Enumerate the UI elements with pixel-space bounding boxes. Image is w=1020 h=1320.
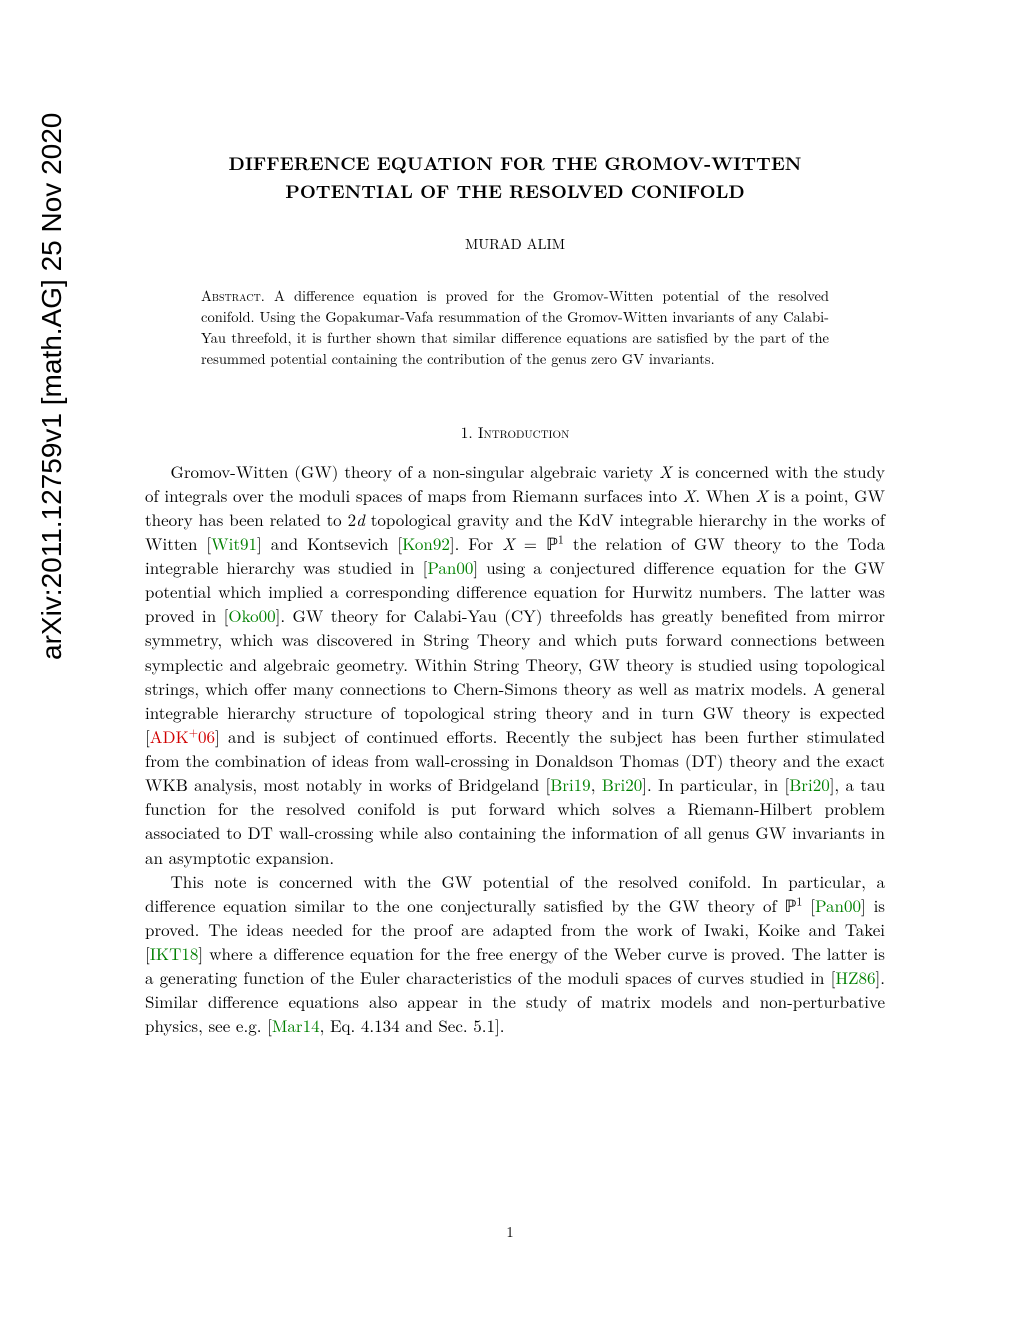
var-x: X xyxy=(502,531,515,555)
abstract-label: Abstract. xyxy=(201,286,265,306)
title-line-2: POTENTIAL OF THE RESOLVED CONIFOLD xyxy=(285,178,744,204)
var-x: X xyxy=(683,483,696,507)
abstract-text: A difference equation is proved for the … xyxy=(201,286,829,369)
citation-bri20[interactable]: Bri20 xyxy=(602,772,642,796)
author-name: MURAD ALIM xyxy=(145,234,885,254)
page-number: 1 xyxy=(0,1222,1020,1242)
paper-title: DIFFERENCE EQUATION FOR THE GROMOV-WITTE… xyxy=(145,150,885,206)
intro-para-1: Gromov-Witten (GW) theory of a non-singu… xyxy=(145,459,885,869)
abstract: Abstract. A difference equation is prove… xyxy=(201,286,829,370)
citation-pan00[interactable]: Pan00 xyxy=(427,555,473,579)
arxiv-stamp: arXiv:2011.12759v1 [math.AG] 25 Nov 2020 xyxy=(36,113,68,660)
citation-bri20[interactable]: Bri20 xyxy=(789,772,829,796)
citation-kon92[interactable]: Kon92 xyxy=(402,531,450,555)
paper-content: DIFFERENCE EQUATION FOR THE GROMOV-WITTE… xyxy=(145,150,885,1038)
body-text: Gromov-Witten (GW) theory of a non-singu… xyxy=(145,459,885,1038)
citation-bri19[interactable]: Bri19 xyxy=(550,772,590,796)
citation-adk06[interactable]: ADK+06 xyxy=(150,724,215,748)
citation-ikt18[interactable]: IKT18 xyxy=(150,941,199,965)
var-d: d xyxy=(356,507,365,531)
var-x: X xyxy=(755,483,768,507)
citation-wit91[interactable]: Wit91 xyxy=(211,531,257,555)
var-x: X xyxy=(659,459,672,483)
citation-oko00[interactable]: Oko00 xyxy=(228,603,275,627)
citation-mar14[interactable]: Mar14 xyxy=(272,1013,320,1037)
title-line-1: DIFFERENCE EQUATION FOR THE GROMOV-WITTE… xyxy=(229,150,802,176)
intro-para-2: This note is concerned with the GW poten… xyxy=(145,869,885,1038)
citation-pan00[interactable]: Pan00 xyxy=(815,893,861,917)
citation-hz86[interactable]: HZ86 xyxy=(835,965,875,989)
section-heading-introduction: 1. Introduction xyxy=(145,422,885,443)
